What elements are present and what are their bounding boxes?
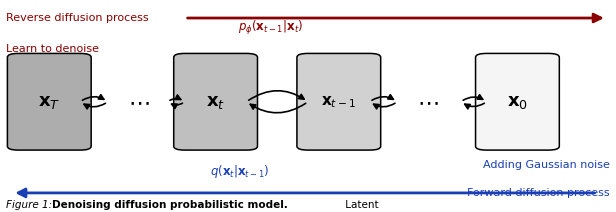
Text: Denoising diffusion probabilistic model.: Denoising diffusion probabilistic model. bbox=[52, 200, 288, 210]
Text: $p_{\phi}(\mathbf{x}_{t-1}|\mathbf{x}_t)$: $p_{\phi}(\mathbf{x}_{t-1}|\mathbf{x}_t)… bbox=[238, 19, 304, 36]
FancyBboxPatch shape bbox=[174, 53, 257, 150]
Text: $q(\mathbf{x}_t|\mathbf{x}_{t-1})$: $q(\mathbf{x}_t|\mathbf{x}_{t-1})$ bbox=[211, 163, 270, 180]
Text: Forward diffusion process: Forward diffusion process bbox=[467, 188, 610, 198]
Text: $\mathbf{x}_t$: $\mathbf{x}_t$ bbox=[206, 93, 225, 111]
Text: $\mathbf{x}_T$: $\mathbf{x}_T$ bbox=[38, 93, 60, 111]
Text: $\mathbf{x}_0$: $\mathbf{x}_0$ bbox=[507, 93, 528, 111]
FancyBboxPatch shape bbox=[476, 53, 559, 150]
Text: Adding Gaussian noise: Adding Gaussian noise bbox=[483, 160, 610, 170]
Text: $\mathbf{x}_{t-1}$: $\mathbf{x}_{t-1}$ bbox=[322, 94, 356, 110]
Text: Reverse diffusion process: Reverse diffusion process bbox=[6, 13, 149, 23]
FancyBboxPatch shape bbox=[7, 53, 91, 150]
Text: $\cdots$: $\cdots$ bbox=[417, 92, 439, 112]
Text: Learn to denoise: Learn to denoise bbox=[6, 44, 99, 54]
Text: Figure 1:: Figure 1: bbox=[6, 200, 55, 210]
Text: $\cdots$: $\cdots$ bbox=[128, 92, 150, 112]
FancyBboxPatch shape bbox=[297, 53, 381, 150]
Text: Latent: Latent bbox=[342, 200, 378, 210]
